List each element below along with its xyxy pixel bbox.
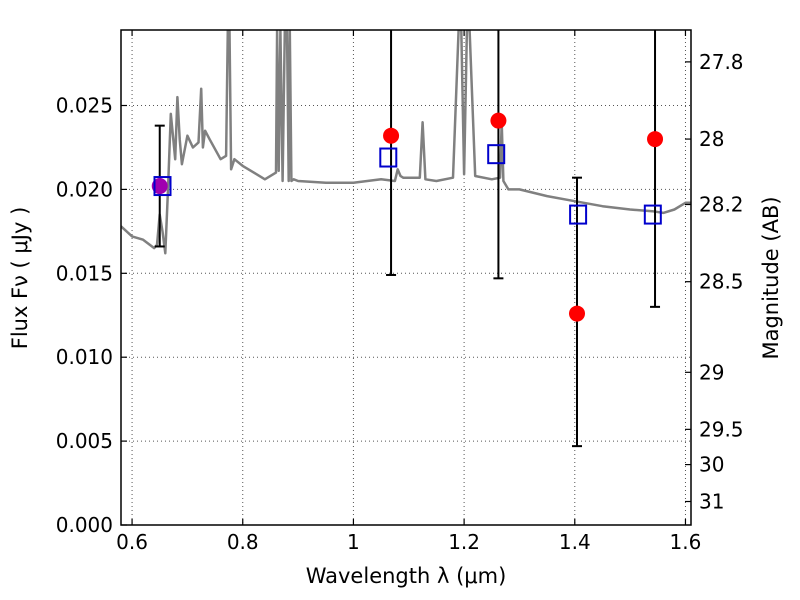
right-axis-label: Magnitude (AB) — [759, 196, 783, 359]
spectrum-line — [121, 30, 691, 255]
model-point — [569, 204, 588, 225]
observed-point — [383, 127, 400, 144]
y-tick-label: 0.000 — [56, 513, 113, 537]
x-tick-label: 0.6 — [116, 530, 148, 554]
right-tick-label: 29 — [699, 360, 724, 384]
spectrum-layer — [121, 30, 691, 255]
model-point — [153, 176, 172, 197]
right-tick-label: 28.2 — [699, 193, 744, 217]
model-point — [487, 144, 506, 165]
model-point — [643, 204, 662, 225]
y-tick-label: 0.005 — [56, 429, 113, 453]
grid-lines — [121, 30, 691, 526]
observed-point — [647, 131, 664, 148]
y-tick-label: 0.015 — [56, 261, 113, 285]
right-tick-label: 31 — [699, 490, 724, 514]
x-tick-label: 1.6 — [670, 530, 702, 554]
y-axis-label: Flux Fν ( μJy ) — [8, 207, 32, 350]
observed-point — [569, 305, 585, 322]
axis-ticks: 0.6 0.8 1 1.2 1.4 1.6 0.000 0.005 0.010 0.015 0.02… — [56, 30, 744, 554]
x-axis-label: Wavelength λ (μm) — [306, 564, 507, 588]
right-tick-label: 27.8 — [699, 50, 744, 74]
plot-frame — [120, 29, 692, 526]
right-tick-label: 28.5 — [699, 270, 744, 294]
right-tick-label: 28 — [699, 127, 724, 151]
x-tick-label: 0.8 — [227, 530, 259, 554]
y-tick-label: 0.025 — [56, 94, 113, 118]
y-tick-label: 0.010 — [56, 345, 113, 369]
right-tick-label: 30 — [699, 453, 724, 477]
x-tick-label: 1.4 — [559, 530, 591, 554]
x-tick-label: 1 — [347, 530, 360, 554]
observed-point — [151, 178, 168, 195]
model-point — [379, 147, 398, 168]
data-points — [151, 112, 664, 322]
x-tick-label: 1.2 — [448, 530, 480, 554]
y-tick-label: 0.020 — [56, 177, 113, 201]
observed-point — [490, 112, 507, 129]
right-tick-label: 29.5 — [699, 417, 744, 441]
